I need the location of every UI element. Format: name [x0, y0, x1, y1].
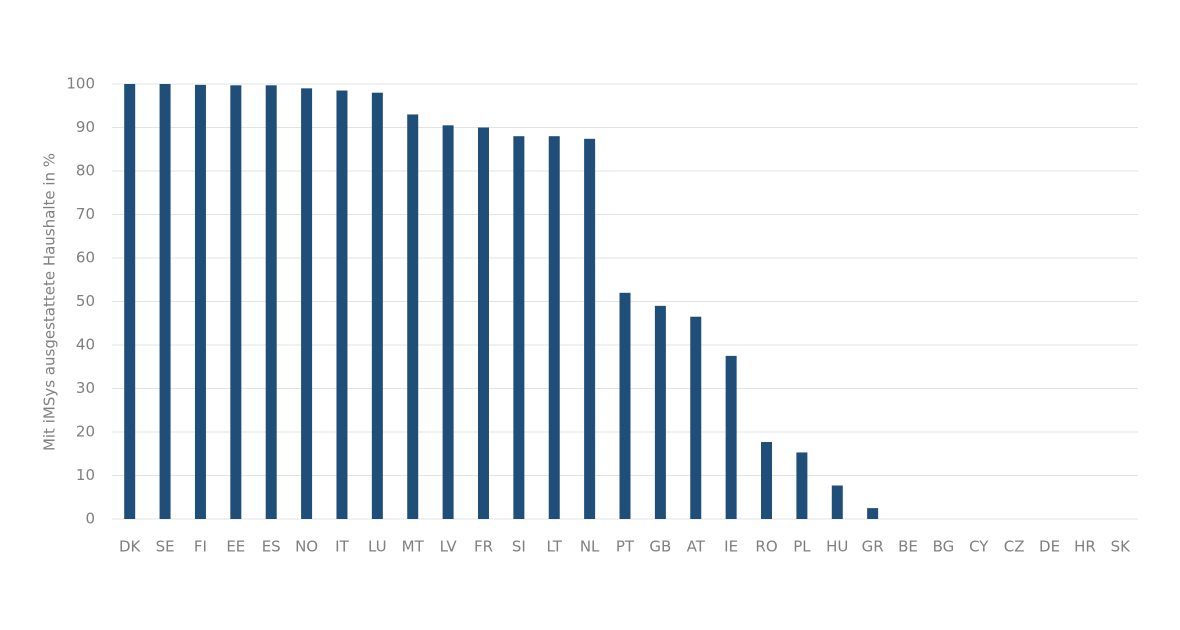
bar: [796, 452, 808, 519]
bar: [761, 442, 773, 519]
bar: [619, 292, 631, 519]
y-tick-label: 100: [66, 75, 95, 93]
bar: [230, 85, 242, 520]
bar: [867, 508, 879, 519]
x-tick-label: BE: [898, 538, 918, 556]
y-tick-label: 20: [76, 423, 95, 441]
bar: [513, 136, 525, 519]
x-tick-label: LV: [440, 538, 458, 556]
y-axis-label: Mit iMSys ausgestattete Haushalte in %: [41, 153, 59, 451]
x-tick-label: AT: [687, 538, 706, 556]
x-tick-label: MT: [402, 538, 425, 556]
x-tick-label: PT: [616, 538, 635, 556]
bar: [477, 127, 489, 519]
bar: [124, 84, 136, 519]
x-tick-label: DK: [119, 538, 142, 556]
x-tick-label: FR: [474, 538, 493, 556]
x-tick-label: CZ: [1004, 538, 1025, 556]
bar: [301, 88, 313, 519]
x-tick-label: ES: [262, 538, 281, 556]
x-tick-label: RO: [755, 538, 777, 556]
x-tick-label: LU: [368, 538, 387, 556]
x-tick-label: SK: [1111, 538, 1132, 556]
bar: [690, 316, 702, 519]
bar: [442, 125, 454, 519]
x-tick-label: SE: [156, 538, 175, 556]
x-tick-label: DE: [1039, 538, 1060, 556]
bar: [407, 114, 419, 519]
y-tick-label: 60: [76, 249, 95, 267]
x-tick-label: CY: [969, 538, 989, 556]
x-tick-label: IT: [335, 538, 349, 556]
x-tick-label: HU: [826, 538, 848, 556]
y-tick-label: 70: [76, 205, 95, 223]
bar: [654, 305, 666, 519]
bar: [831, 485, 843, 519]
bar: [548, 136, 560, 519]
y-tick-label: 0: [85, 510, 95, 528]
x-tick-label: IE: [724, 538, 738, 556]
x-tick-label: NO: [295, 538, 318, 556]
y-tick-label: 50: [76, 292, 95, 310]
x-tick-label: GR: [862, 538, 884, 556]
y-tick-label: 90: [76, 118, 95, 136]
y-tick-label: 30: [76, 379, 95, 397]
bar: [159, 84, 171, 519]
x-tick-label: PL: [793, 538, 811, 556]
bar: [725, 355, 737, 519]
bar: [194, 84, 206, 520]
bar: [336, 90, 348, 520]
x-tick-label: NL: [580, 538, 600, 556]
bar: [371, 92, 383, 519]
bar: [265, 85, 277, 520]
x-tick-label: LT: [547, 538, 563, 556]
x-tick-label: EE: [226, 538, 245, 556]
x-tick-label: BG: [933, 538, 955, 556]
x-tick-label: GB: [649, 538, 671, 556]
x-tick-label: FI: [194, 538, 207, 556]
x-tick-label: SI: [512, 538, 526, 556]
bar: [584, 138, 596, 519]
y-tick-label: 10: [76, 466, 95, 484]
x-tick-label: HR: [1074, 538, 1096, 556]
y-tick-label: 80: [76, 162, 95, 180]
y-tick-label: 40: [76, 336, 95, 354]
